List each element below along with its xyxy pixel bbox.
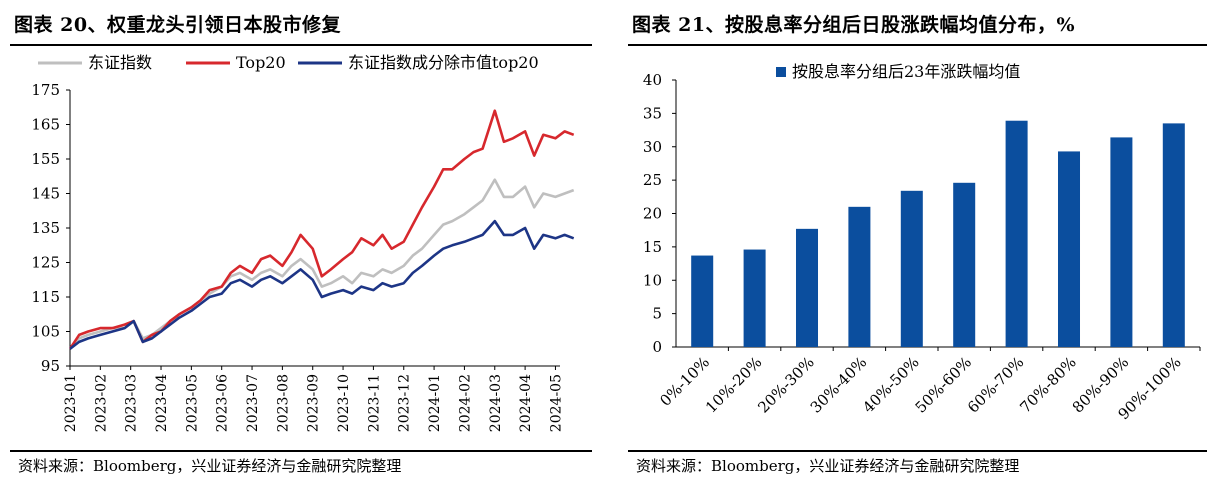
x-tick-label: 2023-03	[124, 374, 140, 432]
x-tick-label: 2024-01	[427, 374, 443, 432]
y-tick-label: 20	[643, 205, 662, 223]
y-tick-label: 165	[31, 116, 60, 134]
right-panel: 图表 21、按股息率分组后日股涨跌幅均值分布，% 0 5 10 15 20 25 30 35 4…	[618, 0, 1215, 484]
bar	[953, 182, 976, 347]
x-tick-label: 40%-50%	[859, 353, 922, 416]
left-bottom-rule	[10, 450, 592, 452]
y-tick-label: 15	[643, 238, 662, 256]
right-chart-title: 图表 21、按股息率分组后日股涨跌幅均值分布，%	[632, 14, 1076, 36]
series-line-1	[68, 109, 575, 350]
y-tick-label: 175	[31, 81, 60, 99]
left-top-rule	[10, 44, 592, 46]
y-tick-label: 25	[643, 171, 662, 189]
bar	[900, 190, 923, 347]
series-line-2	[69, 219, 575, 350]
y-tick-label: 35	[643, 104, 662, 122]
bar	[795, 228, 819, 347]
x-tick-label: 10%-20%	[702, 353, 765, 416]
y-tick-label: 145	[31, 185, 60, 203]
bar	[848, 206, 871, 347]
x-tick-label: 2023-09	[306, 374, 322, 432]
bar-chart: 05101520253035400%-10%10%-20%20%-30%30%-…	[643, 62, 1201, 423]
left-source-note: 资料来源：Bloomberg，兴业证券经济与金融研究院整理	[18, 457, 402, 475]
x-tick-label: 60%-70%	[964, 353, 1027, 416]
y-tick-label: 30	[643, 138, 662, 156]
right-top-rule	[628, 44, 1207, 46]
y-tick-label: 155	[31, 150, 60, 168]
x-tick-label: 2024-05	[548, 374, 564, 432]
y-tick-label: 10	[643, 271, 662, 289]
legend-label-1: Top20	[236, 53, 286, 72]
legend-label-0: 按股息率分组后23年涨跌幅均值	[792, 62, 1020, 81]
x-tick-label: 2023-10	[336, 374, 352, 432]
x-tick-label: 2023-01	[63, 374, 79, 432]
right-bottom-rule	[628, 450, 1207, 452]
line-chart: 95 105 115 125 135 145 155 165 175 2023-01 2023-02…	[31, 53, 575, 432]
x-tick-label: 2023-12	[397, 374, 413, 432]
series-line-0	[69, 178, 575, 350]
legend-swatch-0	[776, 67, 786, 77]
left-panel: 图表 20、权重龙头引领日本股市修复 95 105 115 125 135 145 155 1…	[0, 0, 600, 484]
bar	[743, 249, 766, 347]
x-tick-label: 2023-07	[245, 374, 261, 432]
x-tick-label: 2023-08	[275, 374, 291, 432]
x-tick-label: 50%-60%	[912, 353, 975, 416]
bar	[1110, 137, 1133, 347]
bar	[1162, 123, 1185, 347]
y-tick-label: 135	[31, 219, 60, 237]
x-tick-label: 2023-05	[184, 374, 200, 432]
x-tick-label: 2024-02	[457, 374, 473, 432]
y-tick-label: 115	[31, 288, 60, 306]
right-source-note: 资料来源：Bloomberg，兴业证券经济与金融研究院整理	[636, 457, 1020, 475]
y-tick-label: 105	[31, 323, 60, 341]
y-tick-label: 125	[31, 254, 60, 272]
y-tick-label: 40	[643, 71, 662, 89]
x-tick-label: 2023-02	[93, 374, 109, 432]
bar	[1005, 120, 1028, 347]
bar	[1057, 151, 1081, 347]
x-tick-label: 2023-06	[215, 374, 231, 432]
y-tick-label: 95	[41, 357, 60, 375]
x-tick-label: 20%-30%	[754, 353, 817, 416]
legend-label-0: 东证指数	[88, 53, 152, 72]
y-tick-label: 0	[652, 338, 662, 356]
x-tick-label: 70%-80%	[1016, 353, 1079, 416]
x-tick-label: 2023-04	[154, 374, 170, 432]
x-tick-label: 2024-03	[488, 374, 504, 432]
bar	[691, 255, 714, 347]
x-tick-label: 2023-11	[366, 374, 382, 432]
x-tick-label: 2024-04	[518, 374, 534, 432]
x-tick-label: 30%-40%	[807, 353, 870, 416]
left-chart-title: 图表 20、权重龙头引领日本股市修复	[14, 14, 342, 36]
y-tick-label: 5	[652, 305, 662, 323]
legend-label-2: 东证指数成分除市值top20	[348, 53, 539, 72]
